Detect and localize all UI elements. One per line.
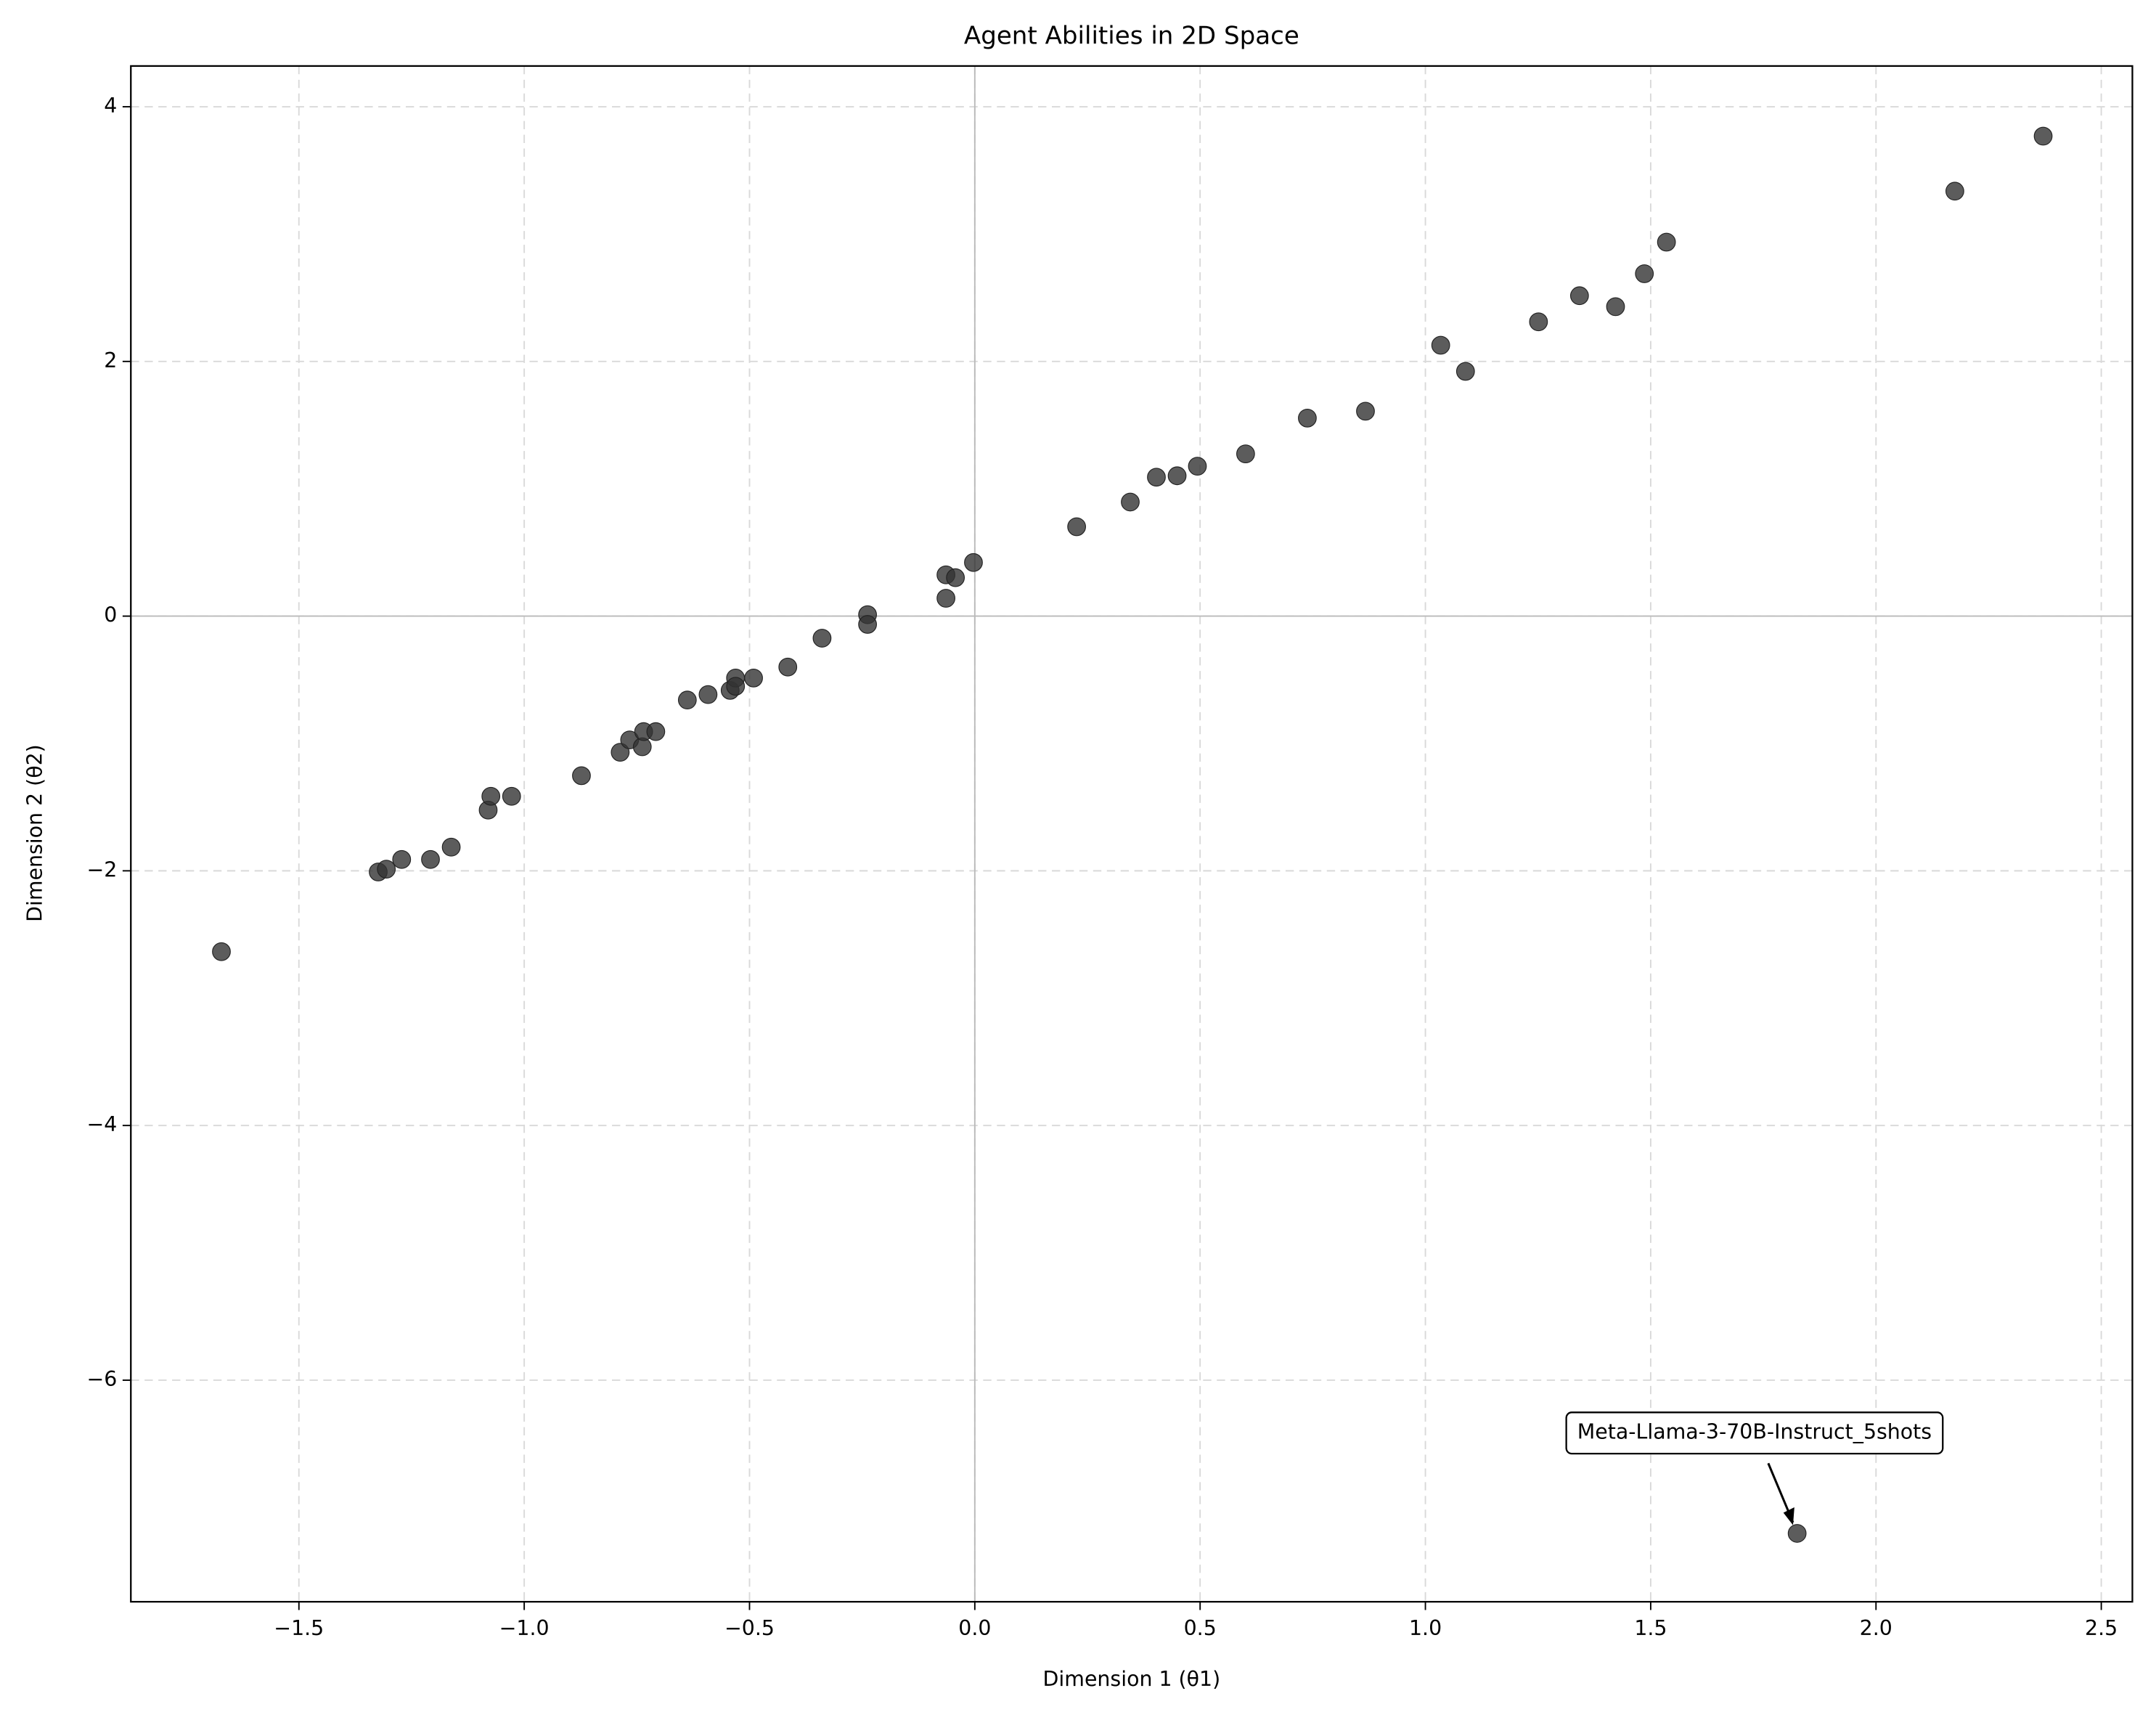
annotation-box: [1565, 1411, 1944, 1455]
x-tick-label: 2.0: [1860, 1616, 1892, 1640]
x-tick-label: 0.0: [958, 1616, 991, 1640]
point: [1356, 402, 1375, 421]
point: [812, 629, 832, 648]
point: [936, 589, 955, 608]
point: [1188, 457, 1207, 476]
point: [1455, 362, 1475, 381]
point: [502, 786, 521, 806]
point: [1121, 492, 1140, 512]
x-tick-label: 1.5: [1634, 1616, 1667, 1640]
point: [572, 766, 591, 786]
y-tick-label: 4: [104, 94, 117, 118]
y-axis-label: Dimension 2 (θ2): [23, 744, 47, 922]
point: [1606, 297, 1625, 317]
point: [1529, 312, 1548, 332]
point: [726, 677, 746, 696]
point: [946, 568, 965, 587]
y-tick-label: 2: [104, 349, 117, 372]
chart-title: Agent Abilities in 2D Space: [964, 22, 1299, 51]
point: [377, 860, 396, 879]
point: [744, 668, 763, 688]
point: [392, 849, 412, 869]
point: [441, 837, 461, 857]
point: [1298, 408, 1317, 428]
x-tick-label: −1.0: [499, 1616, 550, 1640]
x-tick-label: −0.5: [724, 1616, 775, 1640]
plot-frame: [130, 65, 2133, 1603]
y-tick-label: −2: [86, 857, 117, 881]
point: [1787, 1524, 1807, 1543]
y-tick-label: 0: [104, 603, 117, 627]
point: [2033, 126, 2053, 146]
point: [481, 786, 501, 806]
point: [1167, 466, 1187, 486]
y-tick-label: −6: [86, 1367, 117, 1391]
point: [778, 657, 798, 677]
annotation-text: Meta-Llama-3-70B-Instruct_5shots: [1577, 1420, 1932, 1444]
point: [677, 690, 697, 710]
point: [646, 722, 666, 741]
point: [421, 849, 440, 869]
point: [1635, 264, 1654, 283]
point: [212, 942, 231, 961]
point: [1067, 517, 1087, 537]
point: [964, 553, 983, 572]
x-tick-label: 0.5: [1184, 1616, 1217, 1640]
x-axis-label: Dimension 1 (θ1): [1043, 1667, 1221, 1691]
point: [1569, 286, 1589, 306]
point: [1431, 335, 1450, 355]
point: [698, 685, 718, 704]
x-tick-label: 2.5: [2085, 1616, 2118, 1640]
point: [1657, 232, 1676, 252]
x-tick-label: −1.5: [274, 1616, 324, 1640]
point: [858, 615, 877, 634]
y-tick-label: −4: [86, 1112, 117, 1136]
point: [1945, 182, 1964, 201]
point: [1147, 468, 1166, 487]
x-tick-label: 1.0: [1409, 1616, 1442, 1640]
annotation-arrowhead: [1783, 1507, 1794, 1525]
point: [1236, 444, 1255, 464]
